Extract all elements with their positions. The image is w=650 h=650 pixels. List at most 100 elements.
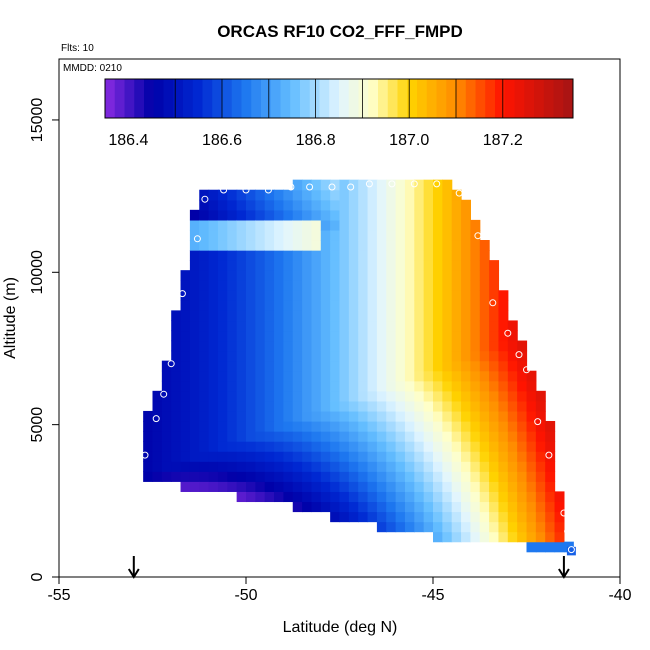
heatmap-cell [507,481,518,492]
heatmap-cell [470,380,481,392]
heatmap-cell [414,350,425,362]
heatmap-cell [461,501,471,513]
heatmap-cell [208,390,219,402]
heatmap-cell [348,199,359,211]
heatmap-cell [507,400,518,412]
heatmap-cell [339,370,350,382]
heatmap-cell [292,420,303,432]
heatmap-cell [507,350,518,362]
heatmap-cell [302,491,313,503]
heatmap-cell [339,260,350,271]
heatmap-cell [348,189,359,201]
heatmap-cell [246,199,256,211]
heatmap-cell [442,199,453,211]
heatmap-cell [227,471,238,482]
heatmap-cell [264,260,275,271]
heatmap-cell [414,431,425,442]
heatmap-cell [283,310,294,322]
y-tick-label: 15000 [29,98,46,143]
heatmap-cell [386,270,397,281]
heatmap-cell [386,360,397,372]
heatmap-cell [227,431,238,442]
heatmap-cell [470,420,481,432]
heatmap-cell [320,410,331,422]
heatmap-cell [386,481,397,492]
heatmap-cell [451,310,462,322]
heatmap-cell [189,300,200,311]
heatmap-cell [423,280,434,291]
heatmap-cell [274,441,284,452]
heatmap-cell [433,199,443,211]
heatmap-cell [255,300,266,311]
heatmap-cell [227,189,238,201]
heatmap-cell [311,340,322,352]
heatmap-cell [376,491,387,503]
heatmap-cell [526,370,537,382]
heatmap-cell [517,420,528,432]
flight-point [160,390,168,398]
heatmap-cell [554,491,565,503]
heatmap-cell [189,280,200,291]
heatmap-cell [208,360,219,372]
heatmap-cell [404,410,415,422]
heatmap-cell [339,189,350,201]
heatmap-cell [442,260,453,271]
heatmap-cell [311,250,322,261]
heatmap-cell [302,400,313,412]
heatmap-cell [414,400,425,412]
heatmap-cell [339,511,350,523]
heatmap-cell [442,280,453,291]
heatmap-cell [189,370,200,382]
heatmap-cell [545,431,556,442]
heatmap-cell [489,471,500,482]
heatmap-cell [489,420,500,432]
heatmap-cell [320,209,331,221]
heatmap-cell [517,461,528,472]
heatmap-cell [246,380,256,392]
heatmap-cell [302,420,313,432]
heatmap-cell [274,491,284,503]
heatmap-cell [189,380,200,392]
heatmap-cell [433,189,443,201]
heatmap-cell [395,491,406,503]
heatmap-cell [152,400,163,412]
heatmap-cell [217,280,228,291]
heatmap-cell [264,340,275,352]
heatmap-cell [246,410,256,422]
heatmap-cell [358,370,369,382]
heatmap-cell [442,471,453,482]
heatmap-cell [535,451,546,462]
heatmap-cell [535,441,546,452]
heatmap-cell [358,280,369,291]
heatmap-cell [274,461,284,472]
heatmap-cell [376,290,387,301]
heatmap-cell [498,531,509,543]
heatmap-cell [236,320,247,332]
heatmap-cell [433,390,443,402]
heatmap-cell [236,471,247,482]
heatmap-cell [339,209,350,221]
heatmap-cell [246,491,256,503]
heatmap-cell [423,400,434,412]
heatmap-cell [404,179,415,191]
heatmap-cell [283,320,294,332]
heatmap-cell [433,340,443,352]
colorbar-swatch [475,79,486,118]
colorbar-swatch [387,79,398,118]
heatmap-cell [292,441,303,452]
heatmap-cell [358,219,369,231]
heatmap-cell [470,360,481,372]
heatmap-cell [367,471,378,482]
heatmap-cell [348,330,359,342]
heatmap-cell [348,471,359,482]
flight-point [489,299,497,307]
heatmap-cell [348,310,359,322]
heatmap-cell [227,270,238,281]
heatmap-cell [433,491,443,503]
heatmap-cell [461,199,471,211]
heatmap-cell [395,380,406,392]
heatmap-cell [320,330,331,342]
heatmap-cell [526,451,537,462]
heatmap-cell [442,431,453,442]
heatmap-cell [367,199,378,211]
